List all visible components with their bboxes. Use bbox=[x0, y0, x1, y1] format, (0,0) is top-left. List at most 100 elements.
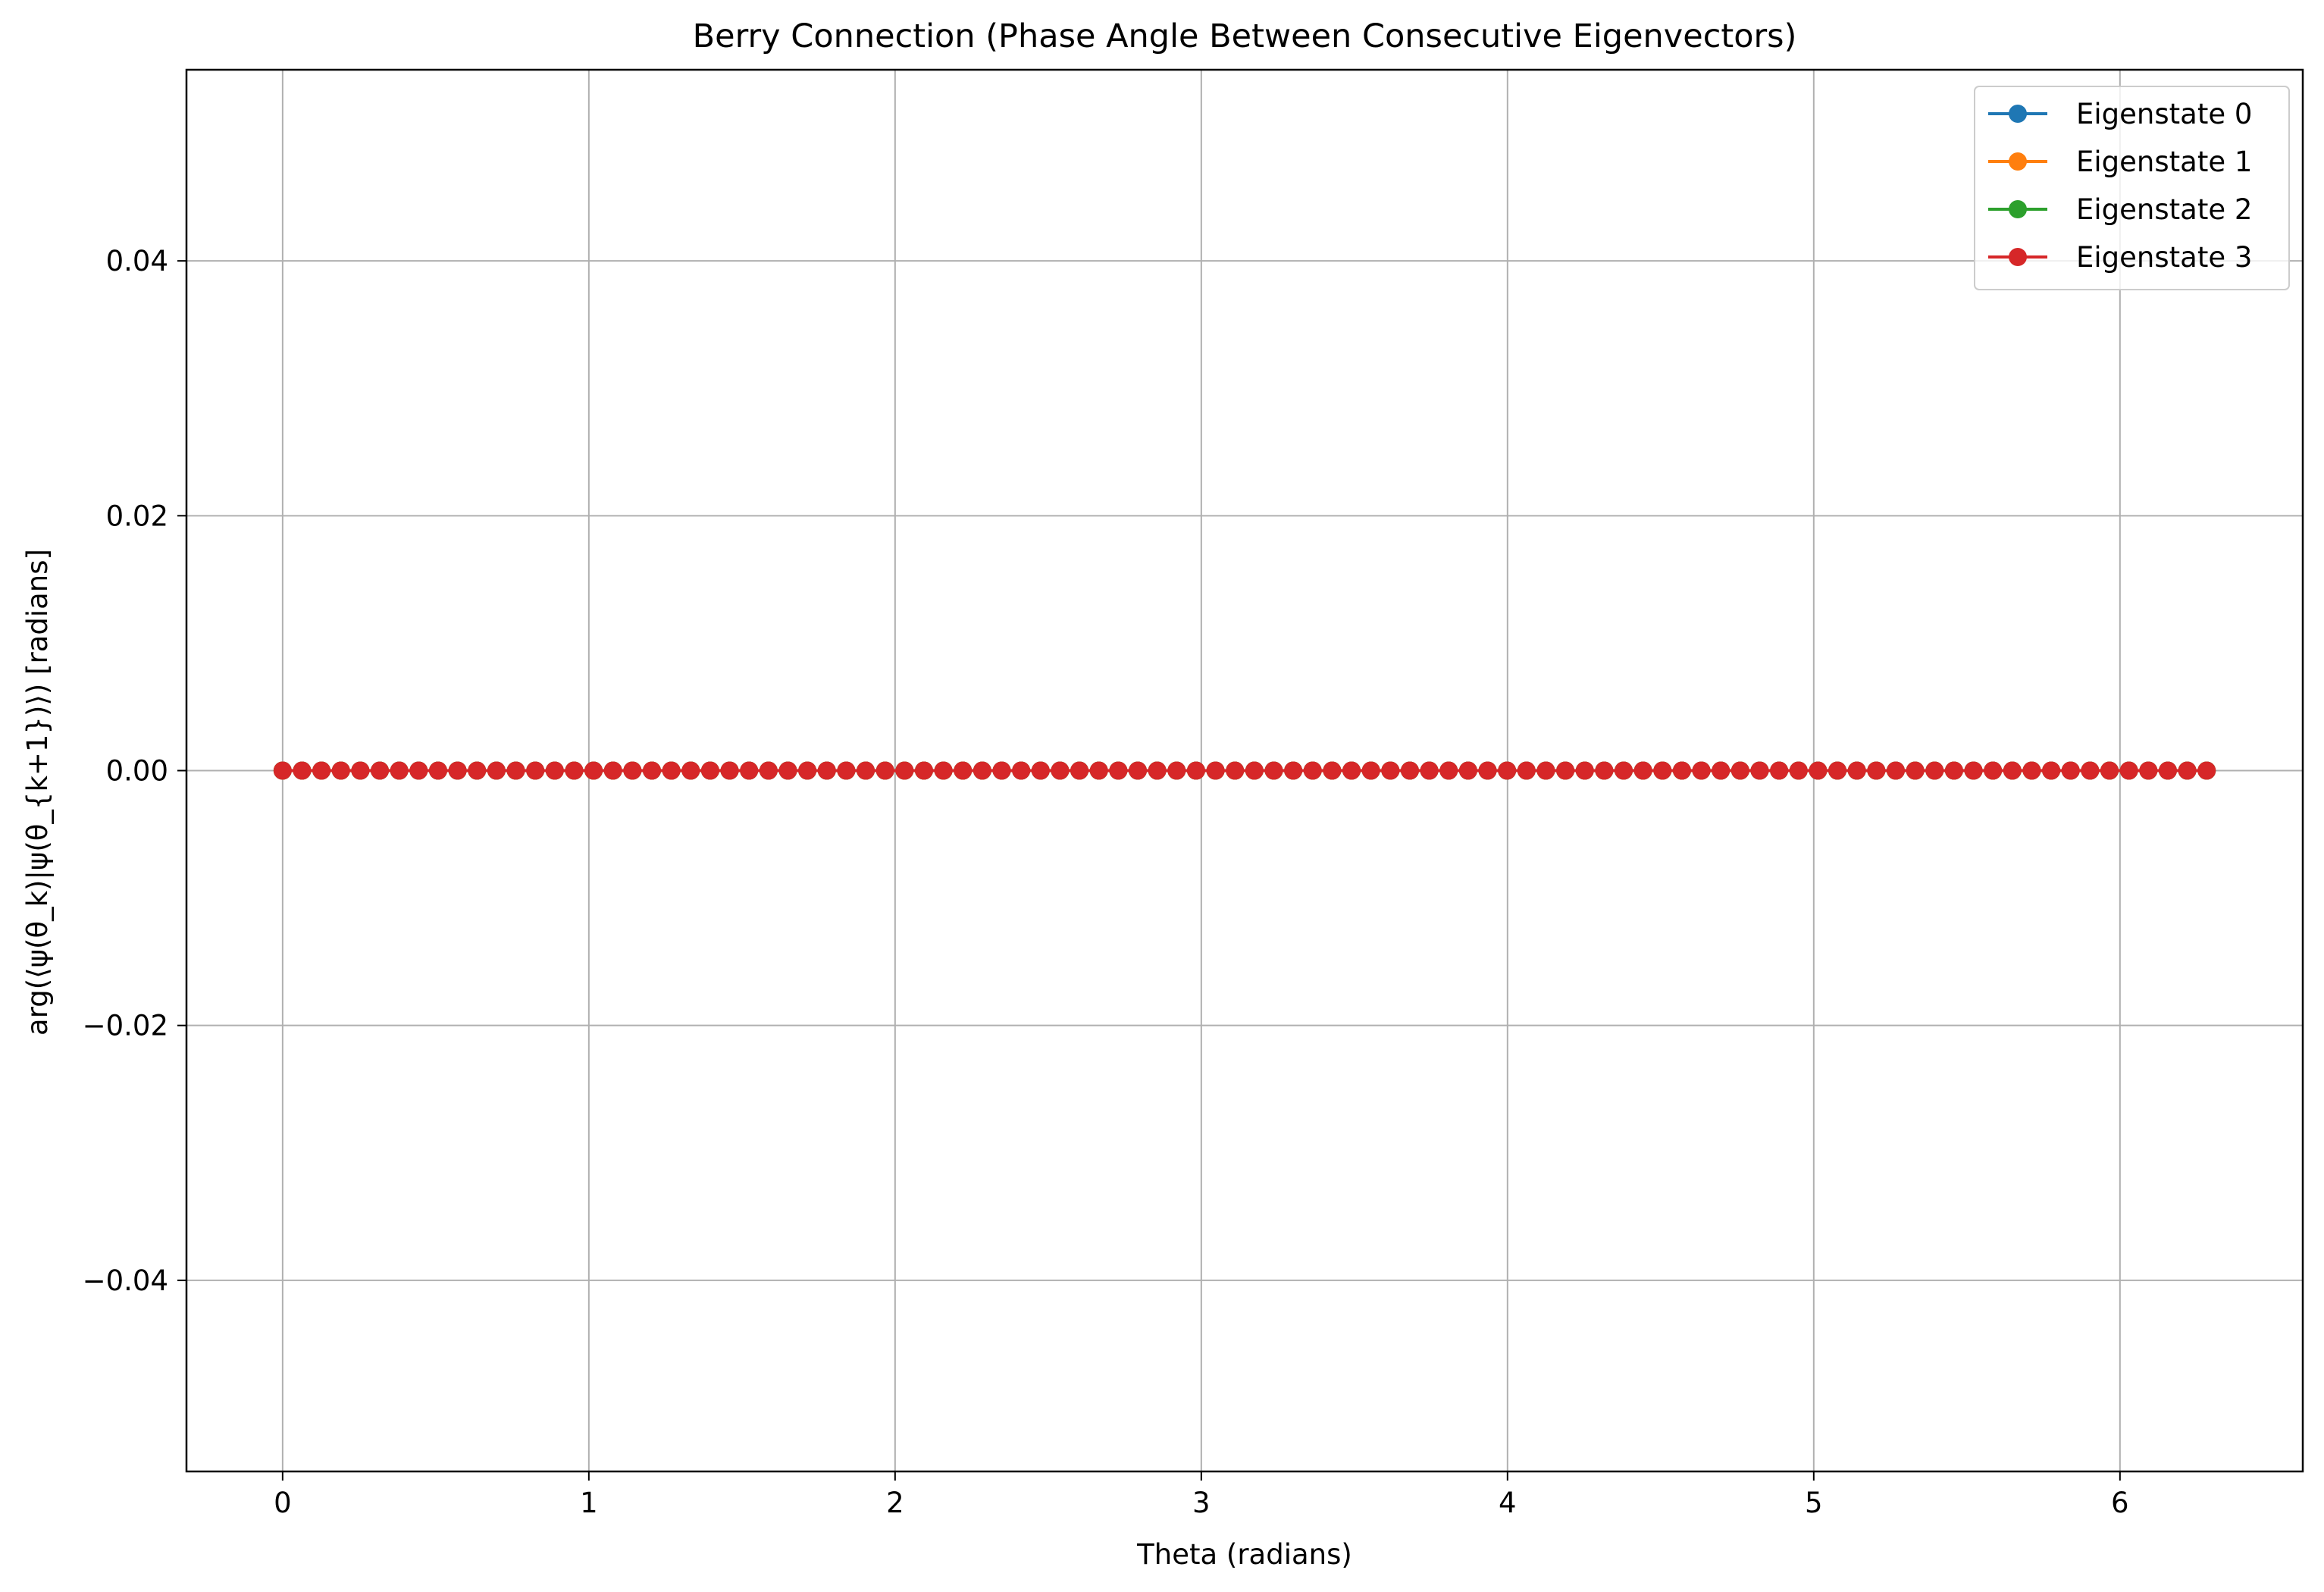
legend-item-eigenstate-0: Eigenstate 0 bbox=[1988, 98, 2252, 130]
data-point bbox=[837, 761, 856, 780]
data-point bbox=[565, 761, 584, 780]
data-point bbox=[1595, 761, 1614, 780]
data-point bbox=[2061, 761, 2080, 780]
data-point bbox=[1984, 761, 2003, 780]
data-point bbox=[1031, 761, 1050, 780]
data-point bbox=[720, 761, 739, 780]
data-point bbox=[2178, 761, 2197, 780]
data-point bbox=[1750, 761, 1769, 780]
data-point bbox=[778, 761, 797, 780]
data-point bbox=[545, 761, 564, 780]
data-point bbox=[1361, 761, 1380, 780]
data-point bbox=[895, 761, 914, 780]
data-point bbox=[1886, 761, 1905, 780]
y-tick-label: 0.04 bbox=[106, 245, 168, 277]
y-tick-label: 0.02 bbox=[106, 500, 168, 532]
data-point bbox=[428, 761, 447, 780]
data-point bbox=[1633, 761, 1652, 780]
x-tick-label: 2 bbox=[886, 1487, 904, 1519]
data-point bbox=[1770, 761, 1789, 780]
legend: Eigenstate 0 Eigenstate 1 Eigenstate 2 Eige… bbox=[1974, 86, 2290, 290]
data-point bbox=[992, 761, 1011, 780]
data-point bbox=[1536, 761, 1555, 780]
data-point bbox=[448, 761, 467, 780]
data-point bbox=[1964, 761, 1983, 780]
data-point bbox=[1789, 761, 1808, 780]
data-point bbox=[700, 761, 719, 780]
data-point bbox=[740, 761, 759, 780]
data-point bbox=[1575, 761, 1594, 780]
data-point bbox=[468, 761, 487, 780]
data-point bbox=[1672, 761, 1691, 780]
data-point bbox=[409, 761, 428, 780]
data-point bbox=[1712, 761, 1730, 780]
data-point bbox=[1692, 761, 1711, 780]
data-point bbox=[1148, 761, 1167, 780]
data-point bbox=[1284, 761, 1303, 780]
legend-marker bbox=[2009, 105, 2027, 123]
data-point bbox=[1439, 761, 1458, 780]
data-point bbox=[2197, 761, 2216, 780]
x-tick-label: 1 bbox=[580, 1487, 598, 1519]
data-point bbox=[1264, 761, 1283, 780]
plot-series bbox=[273, 761, 2216, 780]
x-axis-label: Theta (radians) bbox=[1136, 1538, 1352, 1571]
data-point bbox=[2100, 761, 2119, 780]
legend-box bbox=[1974, 86, 2290, 290]
data-point bbox=[1653, 761, 1672, 780]
data-point bbox=[934, 761, 953, 780]
data-point bbox=[1615, 761, 1633, 780]
data-point bbox=[506, 761, 525, 780]
legend-label: Eigenstate 3 bbox=[2076, 241, 2252, 274]
data-point bbox=[914, 761, 933, 780]
data-point bbox=[2158, 761, 2177, 780]
y-axis-label: arg(⟨ψ(θ_k)|ψ(θ_{k+1})⟩) [radians] bbox=[21, 549, 54, 1036]
data-point bbox=[1323, 761, 1342, 780]
data-point bbox=[1226, 761, 1245, 780]
data-point bbox=[1906, 761, 1925, 780]
data-point bbox=[1420, 761, 1439, 780]
y-tick-label: −0.02 bbox=[83, 1010, 168, 1042]
legend-item-eigenstate-2: Eigenstate 2 bbox=[1988, 193, 2252, 226]
data-point bbox=[1944, 761, 1963, 780]
data-point bbox=[1828, 761, 1847, 780]
data-point bbox=[875, 761, 894, 780]
data-point bbox=[2022, 761, 2041, 780]
data-point bbox=[1109, 761, 1128, 780]
legend-item-eigenstate-1: Eigenstate 1 bbox=[1988, 146, 2252, 178]
data-point bbox=[351, 761, 370, 780]
legend-marker bbox=[2009, 248, 2027, 266]
data-point bbox=[817, 761, 836, 780]
data-point bbox=[2003, 761, 2022, 780]
data-point bbox=[1167, 761, 1186, 780]
x-tick-label: 0 bbox=[274, 1487, 292, 1519]
data-point bbox=[1186, 761, 1205, 780]
data-point bbox=[1012, 761, 1031, 780]
series-eigenstate-3 bbox=[273, 761, 2216, 780]
legend-marker bbox=[2009, 200, 2027, 218]
x-axis-ticks: 0 1 2 3 4 5 6 bbox=[274, 1471, 2129, 1519]
data-point bbox=[312, 761, 331, 780]
data-point bbox=[1517, 761, 1536, 780]
data-point bbox=[273, 761, 292, 780]
data-point bbox=[526, 761, 545, 780]
data-point bbox=[1381, 761, 1400, 780]
data-point bbox=[1458, 761, 1477, 780]
data-point bbox=[331, 761, 350, 780]
data-point bbox=[1867, 761, 1886, 780]
chart-title: Berry Connection (Phase Angle Between Co… bbox=[693, 17, 1797, 55]
y-tick-label: −0.04 bbox=[83, 1265, 168, 1297]
data-point bbox=[1478, 761, 1497, 780]
data-point bbox=[759, 761, 778, 780]
data-point bbox=[2119, 761, 2138, 780]
x-tick-label: 6 bbox=[2111, 1487, 2129, 1519]
data-point bbox=[857, 761, 875, 780]
data-point bbox=[584, 761, 603, 780]
data-point bbox=[643, 761, 662, 780]
data-point bbox=[1498, 761, 1517, 780]
data-point bbox=[623, 761, 642, 780]
y-tick-label: 0.00 bbox=[106, 755, 168, 788]
data-point bbox=[2042, 761, 2061, 780]
data-point bbox=[1089, 761, 1108, 780]
